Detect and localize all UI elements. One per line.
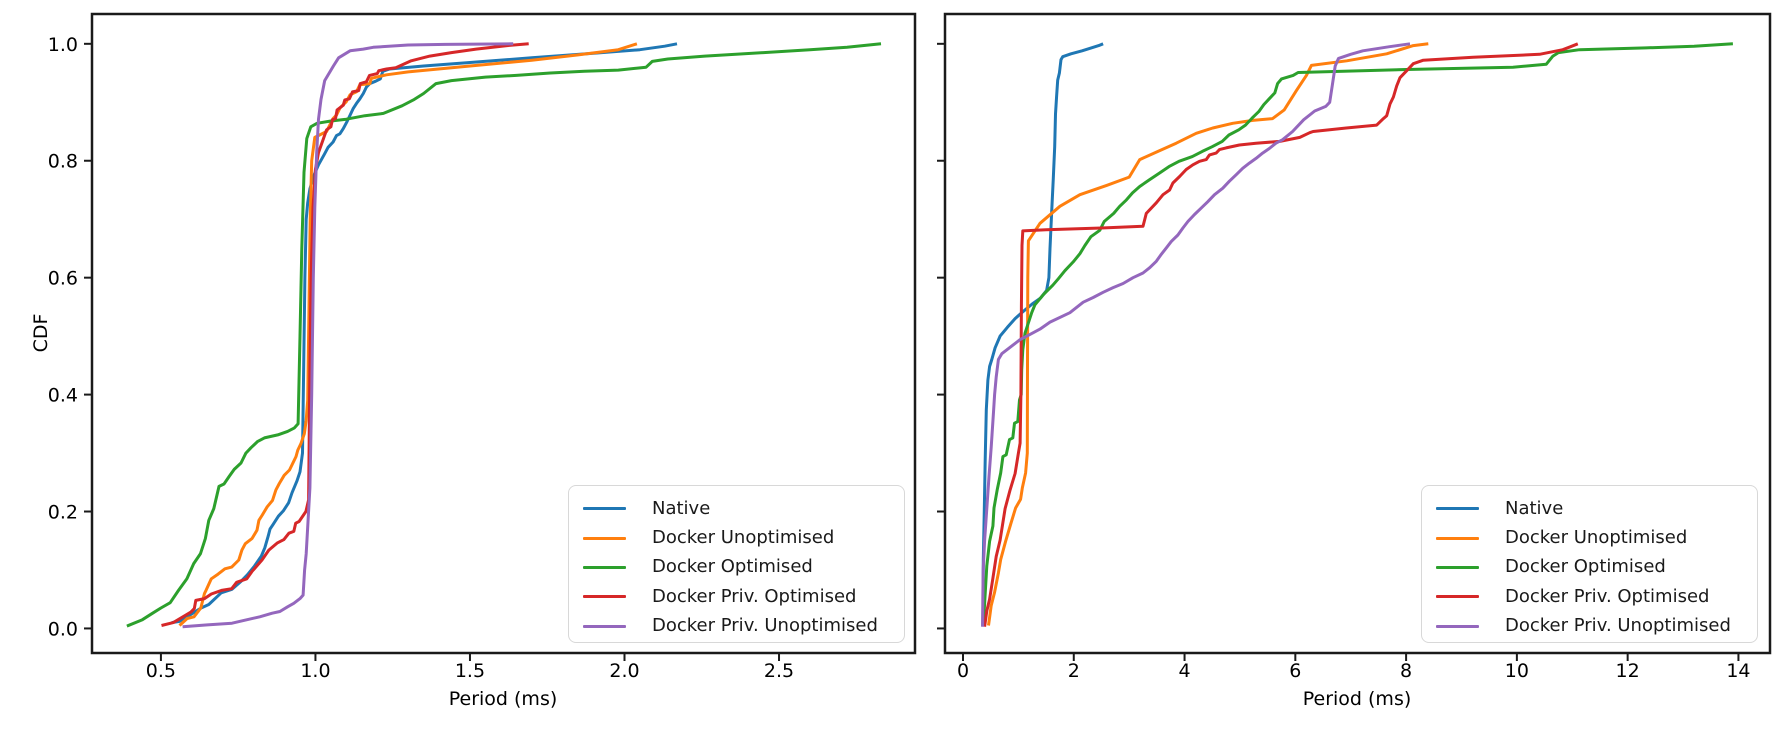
series-line-docker-optimised xyxy=(126,42,882,628)
legend-item: Docker Optimised xyxy=(569,553,904,582)
legend-label: Docker Optimised xyxy=(652,556,813,578)
series-line-docker-priv-unoptimised xyxy=(182,42,514,629)
legend-label: Docker Priv. Optimised xyxy=(1505,585,1710,607)
legend-label: Docker Unoptimised xyxy=(1505,527,1688,549)
x-tick-label: 8 xyxy=(1400,660,1412,682)
left-legend: Native Docker Unoptimised Docker Optimised… xyxy=(568,485,905,643)
legend-item: Docker Priv. Unoptimised xyxy=(1422,612,1757,641)
legend-label: Native xyxy=(1505,497,1564,519)
right-legend: Native Docker Unoptimised Docker Optimised… xyxy=(1421,485,1758,643)
legend-item: Docker Optimised xyxy=(1422,553,1757,582)
y-tick-label: 1.0 xyxy=(48,34,78,56)
series-line-docker-priv-unoptimised xyxy=(981,42,1411,627)
x-tick-label: 14 xyxy=(1726,660,1750,682)
x-tick-label: 2.0 xyxy=(609,660,639,682)
legend-line-swatch xyxy=(1436,595,1479,599)
y-tick-label: 0.4 xyxy=(48,385,78,407)
series-line-docker-optimised xyxy=(982,42,1733,623)
series-line-docker-priv-optimised xyxy=(983,42,1579,627)
x-tick-label: 12 xyxy=(1616,660,1640,682)
left-y-axis-label: CDF xyxy=(30,313,52,353)
x-tick-label: 0.5 xyxy=(146,660,176,682)
legend-label: Docker Priv. Unoptimised xyxy=(1505,615,1731,637)
series-line-docker-unoptimised xyxy=(178,42,638,627)
legend-line-swatch xyxy=(1436,624,1479,628)
x-tick-label: 1.5 xyxy=(455,660,485,682)
legend-label: Native xyxy=(652,497,711,519)
legend-item: Native xyxy=(1422,494,1757,523)
legend-label: Docker Optimised xyxy=(1505,556,1666,578)
legend-line-swatch xyxy=(583,595,626,599)
legend-item: Docker Priv. Optimised xyxy=(1422,582,1757,611)
legend-line-swatch xyxy=(1436,536,1479,540)
plot-spines xyxy=(943,12,1772,655)
x-tick-label: 2.5 xyxy=(764,660,794,682)
legend-label: Docker Priv. Unoptimised xyxy=(652,615,878,637)
y-tick-label: 0.6 xyxy=(48,268,78,290)
legend-item: Native xyxy=(569,494,904,523)
left-x-axis-label: Period (ms) xyxy=(448,688,558,710)
legend-line-swatch xyxy=(583,624,626,628)
x-tick-label: 6 xyxy=(1289,660,1301,682)
legend-line-swatch xyxy=(583,536,626,540)
legend-line-swatch xyxy=(1436,565,1479,569)
x-tick-label: 0 xyxy=(957,660,969,682)
legend-item: Docker Priv. Unoptimised xyxy=(569,612,904,641)
plot-spines xyxy=(90,12,917,655)
y-tick-label: 0.8 xyxy=(48,151,78,173)
legend-line-swatch xyxy=(583,565,626,569)
x-tick-label: 10 xyxy=(1505,660,1529,682)
legend-item: Docker Priv. Optimised xyxy=(569,582,904,611)
x-tick-label: 1.0 xyxy=(300,660,330,682)
legend-label: Docker Unoptimised xyxy=(652,527,835,549)
x-tick-label: 4 xyxy=(1179,660,1191,682)
series-line-docker-unoptimised xyxy=(987,42,1429,626)
legend-line-swatch xyxy=(1436,507,1479,511)
x-tick-label: 2 xyxy=(1068,660,1080,682)
y-tick-label: 0.0 xyxy=(48,618,78,640)
legend-item: Docker Unoptimised xyxy=(1422,523,1757,552)
y-tick-label: 0.2 xyxy=(48,502,78,524)
right-x-axis-label: Period (ms) xyxy=(1302,688,1412,710)
legend-line-swatch xyxy=(583,507,626,511)
legend-label: Docker Priv. Optimised xyxy=(652,585,857,607)
legend-item: Docker Unoptimised xyxy=(569,523,904,552)
